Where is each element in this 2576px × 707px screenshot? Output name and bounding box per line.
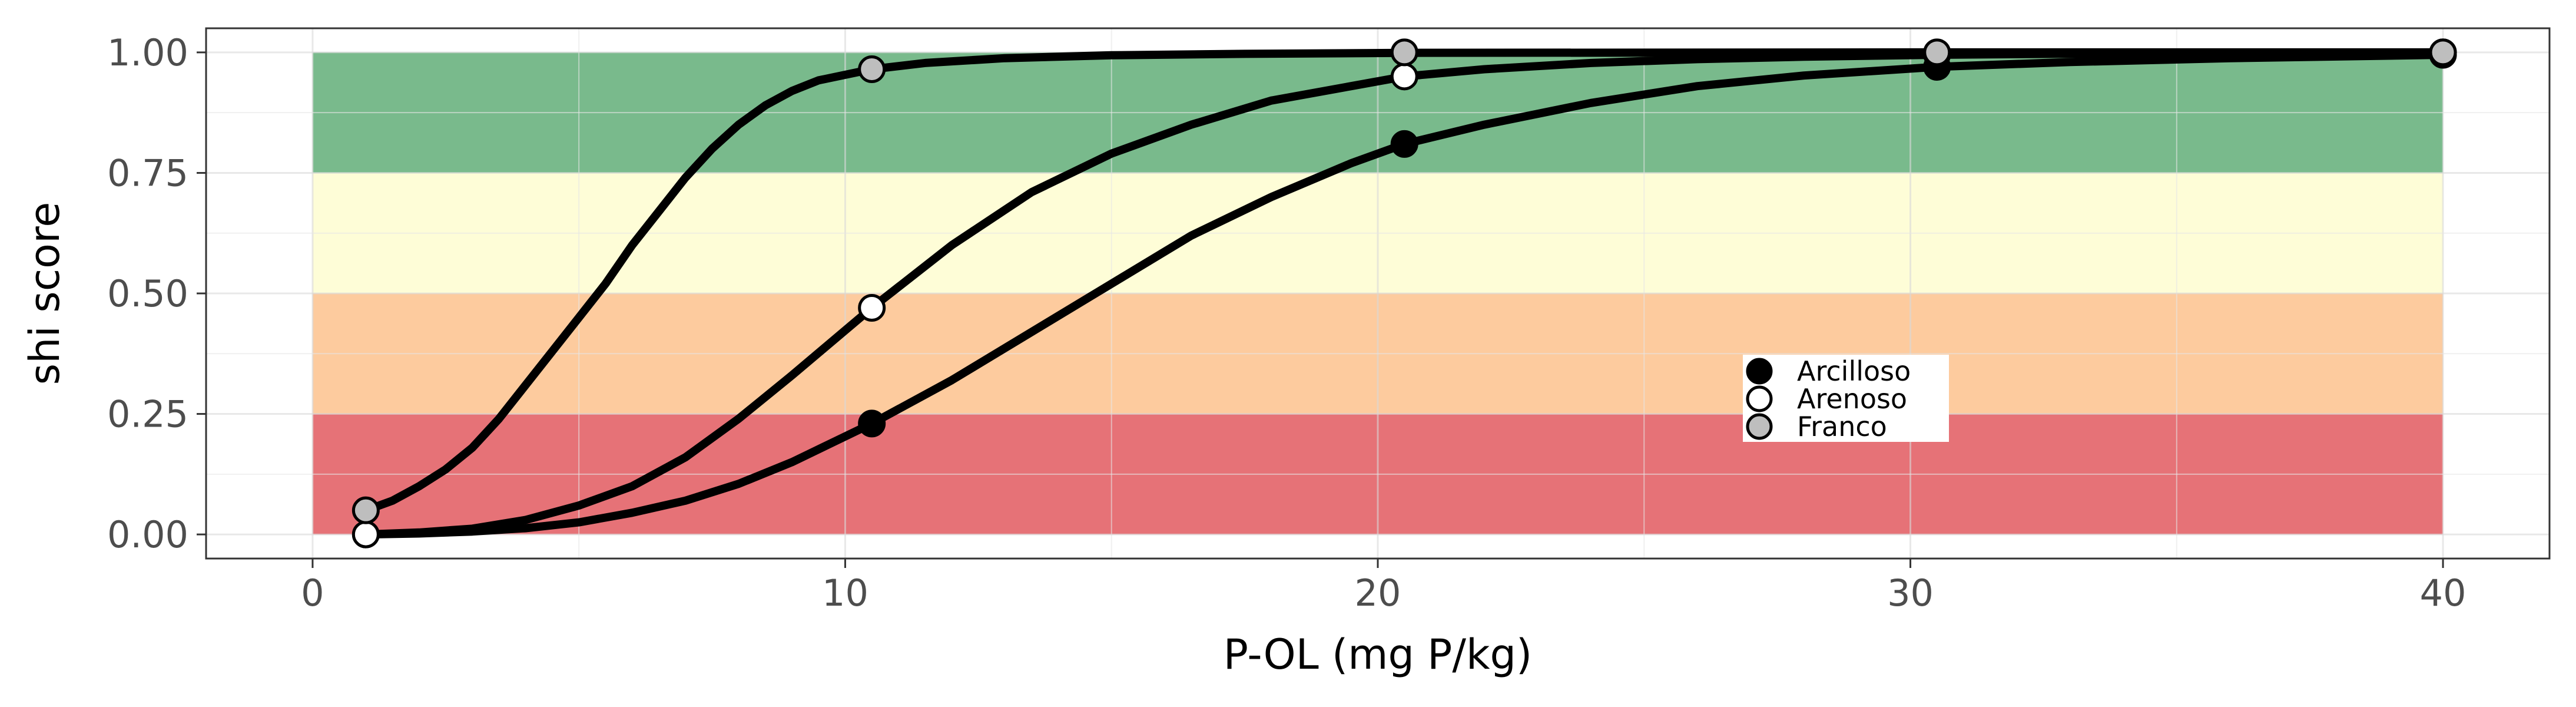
- data-point-2-0: [352, 496, 380, 524]
- y-tick-label-0: 0.00: [107, 513, 188, 556]
- legend-label-0: Arcilloso: [1797, 355, 1911, 387]
- x-tick-label-0: 0: [301, 571, 324, 615]
- y-axis: 0.00 0.25 0.50 0.75 1.00: [107, 31, 206, 556]
- data-point-1-2: [1390, 62, 1418, 91]
- legend-label-1: Arenoso: [1797, 383, 1907, 415]
- data-point-0-1: [858, 409, 886, 438]
- data-point-1-1: [858, 294, 886, 322]
- legend-key-2: [1746, 413, 1773, 440]
- series-curve-1: [362, 48, 2448, 539]
- x-axis-title: P-OL (mg P/kg): [1224, 630, 1533, 679]
- legend-background: [1743, 355, 1949, 442]
- series-curve-0: [362, 51, 2448, 539]
- y-tick-label-1: 0.25: [107, 393, 188, 436]
- y-tick-label-4: 1.00: [107, 31, 188, 74]
- y-axis-title: shi score: [21, 202, 69, 385]
- x-tick-label-4: 40: [2420, 571, 2466, 615]
- legend-key-0: [1746, 358, 1773, 385]
- series-curves: [362, 48, 2448, 539]
- data-point-2-4: [2429, 38, 2457, 67]
- data-point-0-2: [1390, 130, 1418, 158]
- x-tick-label-3: 30: [1887, 571, 1934, 615]
- series-points: [352, 38, 2457, 549]
- y-tick-label-2: 0.50: [107, 272, 188, 315]
- data-point-2-3: [1923, 38, 1951, 67]
- legend-key-1: [1746, 385, 1773, 412]
- data-point-1-0: [352, 520, 380, 549]
- x-tick-label-1: 10: [822, 571, 868, 615]
- legend-label-2: Franco: [1797, 411, 1887, 442]
- x-axis: 0 10 20 30 40: [301, 559, 2466, 615]
- data-point-2-1: [858, 55, 886, 84]
- series-curve-2: [362, 48, 2448, 515]
- data-point-2-2: [1390, 38, 1418, 67]
- x-tick-label-2: 20: [1355, 571, 1401, 615]
- y-tick-label-3: 0.75: [107, 151, 188, 194]
